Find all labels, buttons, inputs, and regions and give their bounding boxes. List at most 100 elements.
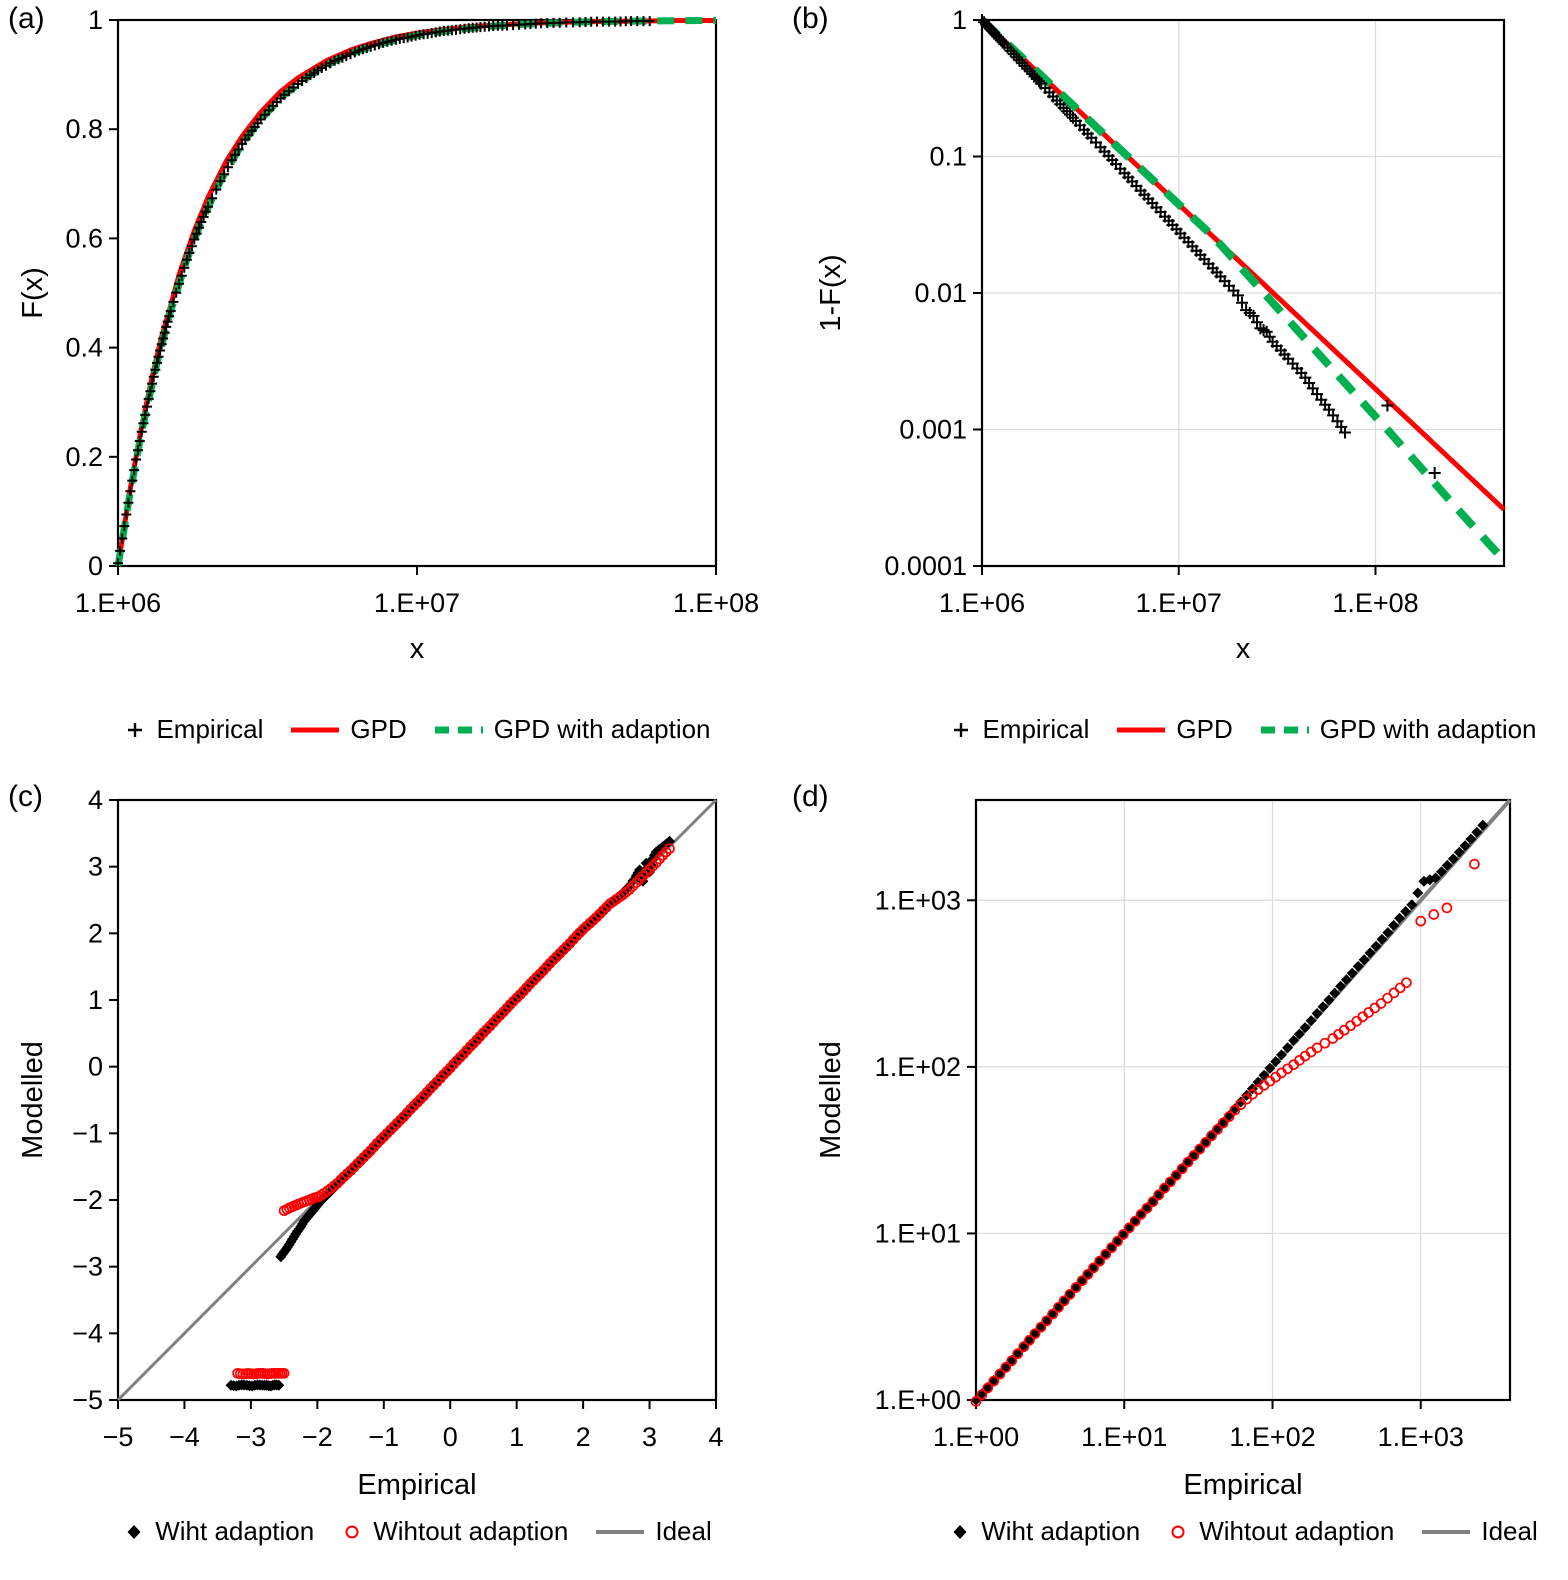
legend-item: Wiht adaption	[122, 1516, 314, 1547]
svg-text:0.001: 0.001	[899, 415, 967, 445]
svg-text:F(x): F(x)	[17, 267, 49, 319]
legend-label: Ideal	[655, 1515, 712, 1546]
svg-text:0.2: 0.2	[65, 442, 103, 472]
panel-label-c: (c)	[8, 780, 43, 813]
legend-item: Ideal	[1420, 1515, 1538, 1547]
svg-text:0.01: 0.01	[914, 278, 967, 308]
svg-text:Modelled: Modelled	[17, 1041, 49, 1159]
svg-text:Empirical: Empirical	[357, 1469, 476, 1500]
svg-text:1.E+01: 1.E+01	[1081, 1422, 1167, 1452]
svg-text:1.E+07: 1.E+07	[374, 588, 460, 618]
panel-a: (a) 1.E+06 1.E+07 1.E+08 0 0.2 0.4 0.6 0.8 1 x F(x…	[0, 0, 784, 778]
legend-label: Empirical	[156, 713, 264, 744]
svg-text:1.E+06: 1.E+06	[75, 588, 161, 618]
chart-c-qq-linear: −5 −4 −3 −2 −1 0 1 2 3 4 −5 −4 −3 −2 −1 0 1 2 3 4 Empirical M…	[17, 785, 724, 1500]
dash-marker-icon	[434, 726, 483, 734]
legend-label: Wihtout adaption	[1199, 1515, 1395, 1546]
plus-marker-icon	[128, 723, 143, 737]
legend-label: Wiht adaption	[981, 1515, 1141, 1546]
diamond-marker-icon	[953, 1525, 967, 1539]
chart-b-survival: 1.E+06 1.E+07 1.E+08 1 0.1 0.01 0.001 0.0001 x 1-…	[815, 6, 1507, 665]
chart-a-cdf: 1.E+06 1.E+07 1.E+08 0 0.2 0.4 0.6 0.8 1 x F(x)	[17, 6, 759, 665]
svg-text:−4: −4	[72, 1318, 103, 1348]
panel-b: (b) 1.E+06 1.E+07 1.E+08 1 0.1 0.01 0.001 0.000…	[784, 0, 1568, 778]
svg-text:Modelled: Modelled	[815, 1041, 847, 1159]
svg-text:1: 1	[509, 1422, 524, 1452]
svg-text:1.E+06: 1.E+06	[939, 588, 1025, 618]
legend-item: Ideal	[594, 1515, 712, 1547]
svg-text:−2: −2	[72, 1185, 103, 1215]
line-marker-icon	[596, 1530, 645, 1534]
circle-marker-icon	[1171, 1525, 1185, 1539]
svg-text:−5: −5	[103, 1422, 134, 1452]
svg-text:0.8: 0.8	[65, 114, 103, 144]
legend-item: GPD	[1115, 713, 1233, 745]
svg-text:1.E+00: 1.E+00	[933, 1422, 1019, 1452]
svg-text:x: x	[1236, 633, 1251, 665]
diamond-marker-icon	[127, 1525, 141, 1539]
svg-text:0.4: 0.4	[65, 333, 103, 363]
svg-text:1.E+01: 1.E+01	[875, 1218, 961, 1248]
panel-label-d: (d)	[792, 780, 829, 813]
panel-c: (c) −5 −4 −3 −2 −1 0 1 2 3 4 −5 −4 −3 −2 −1 0 1 2 3 4 Empiri…	[0, 778, 784, 1580]
legend-b: Empirical GPD GPD with adaption	[851, 698, 1568, 760]
panel-label-b: (b)	[792, 2, 829, 35]
legend-label: Ideal	[1481, 1515, 1538, 1546]
legend-label: GPD	[1176, 713, 1233, 744]
svg-text:1.E+00: 1.E+00	[875, 1385, 961, 1415]
legend-label: Wihtout adaption	[373, 1515, 569, 1546]
legend-item: Wiht adaption	[948, 1516, 1140, 1547]
svg-text:1: 1	[952, 6, 967, 35]
svg-text:−4: −4	[169, 1422, 200, 1452]
legend-item: Wihtout adaption	[340, 1516, 568, 1547]
line-marker-icon	[1422, 1530, 1471, 1534]
svg-text:0: 0	[88, 551, 103, 581]
legend-label: Wiht adaption	[155, 1515, 315, 1546]
svg-text:1.E+02: 1.E+02	[1229, 1422, 1315, 1452]
legend-item: GPD with adaption	[433, 714, 711, 745]
svg-text:4: 4	[88, 785, 103, 815]
svg-text:−1: −1	[368, 1422, 399, 1452]
legend-a: Empirical GPD GPD with adaption	[25, 698, 784, 760]
svg-text:0.0001: 0.0001	[884, 551, 967, 581]
svg-text:3: 3	[88, 852, 103, 882]
svg-text:1.E+08: 1.E+08	[673, 588, 759, 618]
legend-item: GPD	[289, 713, 407, 745]
svg-text:−3: −3	[235, 1422, 266, 1452]
svg-text:1.E+03: 1.E+03	[875, 885, 961, 915]
svg-text:3: 3	[642, 1422, 657, 1452]
svg-text:1.E+08: 1.E+08	[1332, 588, 1418, 618]
svg-text:0.6: 0.6	[65, 223, 103, 253]
svg-text:Empirical: Empirical	[1183, 1469, 1302, 1500]
legend-label: GPD	[350, 713, 407, 744]
svg-text:4: 4	[708, 1422, 723, 1452]
svg-text:1.E+02: 1.E+02	[875, 1052, 961, 1082]
svg-text:−5: −5	[72, 1385, 103, 1415]
legend-item: GPD with adaption	[1259, 714, 1537, 745]
svg-text:0: 0	[443, 1422, 458, 1452]
panel-label-a: (a)	[8, 2, 45, 35]
chart-d-qq-log: 1.E+00 1.E+01 1.E+02 1.E+03 1.E+00 1.E+01 1.E+…	[815, 798, 1512, 1500]
line-marker-icon	[291, 727, 340, 733]
dash-marker-icon	[1260, 726, 1309, 734]
legend-label: Empirical	[982, 713, 1090, 744]
svg-text:−3: −3	[72, 1252, 103, 1282]
svg-text:0.1: 0.1	[929, 142, 967, 172]
legend-label: GPD with adaption	[1319, 713, 1537, 744]
svg-text:−1: −1	[72, 1118, 103, 1148]
svg-text:1.E+07: 1.E+07	[1136, 588, 1222, 618]
legend-item: Empirical	[949, 714, 1089, 745]
svg-text:1: 1	[88, 6, 103, 35]
circle-marker-icon	[345, 1525, 359, 1539]
svg-text:1.E+03: 1.E+03	[1378, 1422, 1464, 1452]
line-marker-icon	[1117, 727, 1166, 733]
legend-label: GPD with adaption	[493, 713, 711, 744]
legend-d: Wiht adaption Wihtout adaption Ideal	[851, 1500, 1568, 1562]
legend-item: Wihtout adaption	[1166, 1516, 1394, 1547]
svg-text:x: x	[410, 633, 425, 665]
svg-text:1: 1	[88, 985, 103, 1015]
svg-text:1-F(x): 1-F(x)	[815, 254, 847, 331]
panel-d: (d) 1.E+00 1.E+01 1.E+02 1.E+03 1.E+00 1.E+01…	[784, 778, 1568, 1580]
svg-text:2: 2	[576, 1422, 591, 1452]
